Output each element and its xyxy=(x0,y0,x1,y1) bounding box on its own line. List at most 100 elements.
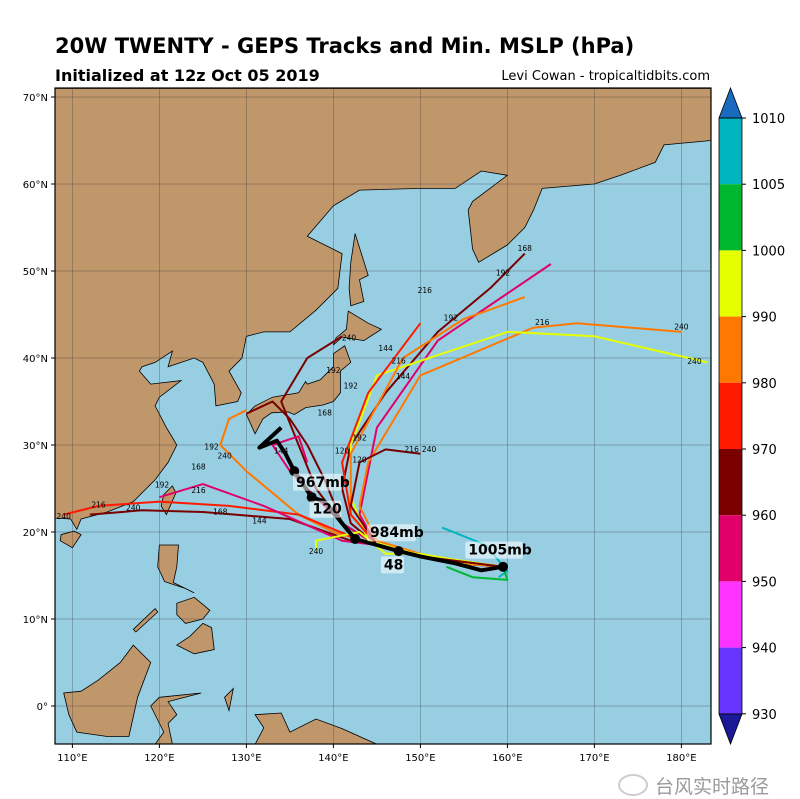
forecast-hour-label: 216 xyxy=(91,501,106,510)
forecast-hour-label: 192 xyxy=(204,442,219,451)
lon-tick-label: 120°E xyxy=(144,753,174,764)
forecast-hour-label: 216 xyxy=(405,445,420,454)
lon-tick-label: 170°E xyxy=(579,753,609,764)
forecast-hour-label: 240 xyxy=(309,547,324,556)
mean-track-marker xyxy=(289,466,300,477)
credit: Levi Cowan - tropicaltidbits.com xyxy=(501,69,710,84)
callout-box xyxy=(366,524,416,542)
lon-tick-label: 150°E xyxy=(405,753,435,764)
forecast-hour-label: 192 xyxy=(155,481,170,490)
forecast-hour-label: 168 xyxy=(518,244,533,253)
gridlines xyxy=(55,88,711,744)
forecast-hour-label: 192 xyxy=(326,366,341,375)
forecast-hour-label: 240 xyxy=(57,512,72,521)
colorbar-segment xyxy=(719,449,742,516)
mean-track-marker xyxy=(306,492,317,503)
forecast-hour-label: 240 xyxy=(126,503,141,512)
callout-box xyxy=(380,556,405,574)
colorbar-segment xyxy=(719,316,742,383)
forecast-hour-label: 192 xyxy=(344,381,359,390)
lon-tick-label: 160°E xyxy=(492,753,522,764)
colorbar-segment xyxy=(719,647,742,714)
landmass xyxy=(245,345,352,435)
colorbar: 1010 1005 1000 990 980 970 960 950 940 930 xyxy=(718,86,785,746)
colorbar-label: 930 xyxy=(752,708,777,723)
callout-box xyxy=(465,541,523,559)
callout-label: 48 xyxy=(384,557,403,573)
colorbar-label: 960 xyxy=(752,509,777,524)
colorbar-label: 940 xyxy=(752,642,777,657)
callout-box xyxy=(292,473,342,491)
colorbar-segment xyxy=(719,250,742,317)
forecast-hour-label: 120 xyxy=(335,447,350,456)
figure-title: 20W TWENTY - GEPS Tracks and Min. MSLP (… xyxy=(55,34,635,58)
landmass xyxy=(224,687,234,712)
colorbar-label: 980 xyxy=(752,377,777,392)
landmass xyxy=(176,622,215,655)
init-time: Initialized at 12z Oct 05 2019 xyxy=(55,66,320,85)
forecast-hour-label: 216 xyxy=(191,486,206,495)
lat-tick-label: 30°N xyxy=(23,441,48,452)
axis-ticks: 70°N 60°N 50°N 40°N 30°N 20°N 10°N 0° 110°E 120°E… xyxy=(23,93,697,764)
wechat-icon xyxy=(618,774,648,796)
watermark: 台风实时路径 xyxy=(655,776,770,798)
callout-label: 984mb xyxy=(370,525,424,541)
colorbar-segment xyxy=(719,118,742,185)
lon-tick-label: 130°E xyxy=(231,753,261,764)
forecast-hour-label: 168 xyxy=(213,508,228,517)
landmass xyxy=(55,88,711,531)
colorbar-under-arrow xyxy=(718,713,743,746)
colorbar-frame xyxy=(718,117,743,715)
landmass xyxy=(59,530,82,549)
mean-track xyxy=(257,426,509,573)
colorbar-label: 1000 xyxy=(752,244,785,259)
land xyxy=(55,88,711,744)
colorbar-segment xyxy=(719,382,742,449)
map-frame xyxy=(54,87,712,745)
lat-tick-label: 50°N xyxy=(23,267,48,278)
lon-tick-label: 180°E xyxy=(666,753,696,764)
forecast-hour-label: 240 xyxy=(422,445,437,454)
landmass xyxy=(132,608,159,633)
forecast-hour-label: 240 xyxy=(687,357,702,366)
forecast-hour-label: 240 xyxy=(342,334,357,343)
mean-track-marker xyxy=(393,546,404,557)
colorbar-over-arrow xyxy=(718,86,743,119)
callout-label: 967mb xyxy=(296,475,350,491)
colorbar-segment xyxy=(719,581,742,648)
lat-tick-label: 20°N xyxy=(23,528,48,539)
colorbar-label: 990 xyxy=(752,311,777,326)
landmass xyxy=(176,596,211,624)
colorbar-label: 950 xyxy=(752,575,777,590)
mean-track-marker xyxy=(498,561,509,572)
mean-track-marker xyxy=(350,533,361,544)
forecast-hour-label: 216 xyxy=(535,318,550,327)
forecast-hour-label: 120 xyxy=(352,455,367,464)
colorbar-segment xyxy=(719,515,742,582)
forecast-hour-label: 168 xyxy=(191,462,206,471)
forecast-hour-label: 144 xyxy=(396,372,411,381)
lat-tick-label: 40°N xyxy=(23,354,48,365)
forecast-hour-label: 240 xyxy=(217,451,232,460)
forecast-hour-label: 144 xyxy=(274,447,289,456)
forecast-hour-label: 216 xyxy=(391,357,406,366)
forecast-hour-label: 168 xyxy=(318,408,333,417)
lat-tick-label: 70°N xyxy=(23,93,48,104)
lat-tick-label: 0° xyxy=(37,702,48,713)
landmass xyxy=(348,233,369,307)
lon-tick-label: 140°E xyxy=(318,753,348,764)
lat-tick-label: 10°N xyxy=(23,615,48,626)
forecast-hour-label: 216 xyxy=(418,286,433,295)
mean-track-line xyxy=(257,426,504,573)
callouts: 1005mb 984mb 48 120 967mb xyxy=(292,473,532,574)
callout-label: 1005mb xyxy=(468,543,532,559)
landmass xyxy=(254,712,378,744)
lat-tick-label: 60°N xyxy=(23,180,48,191)
callout-box xyxy=(309,500,342,518)
landmass xyxy=(157,544,195,594)
forecast-hour-label: 240 xyxy=(674,322,689,331)
callout-label: 120 xyxy=(313,502,342,518)
ensemble-track xyxy=(446,565,509,581)
